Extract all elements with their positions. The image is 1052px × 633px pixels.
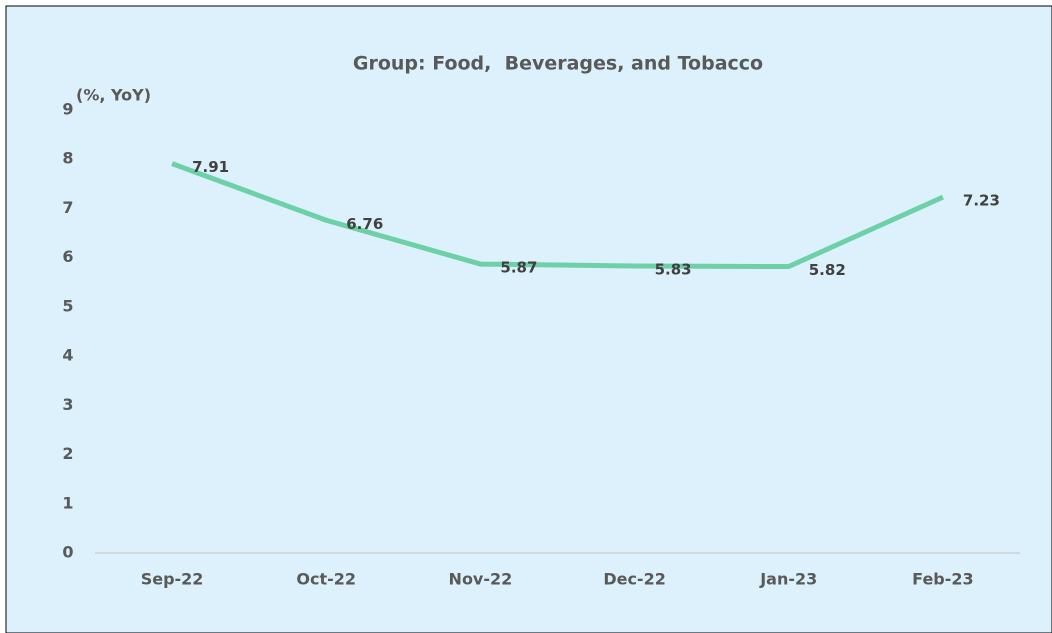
data-label: 5.82: [809, 261, 846, 279]
y-tick-label: 6: [62, 247, 73, 266]
data-label: 7.91: [192, 158, 229, 176]
y-tick-label: 2: [62, 444, 73, 463]
y-tick-label: 7: [62, 198, 73, 217]
y-tick-label: 0: [62, 543, 73, 562]
x-tick-label: Sep-22: [141, 570, 204, 589]
x-tick-label: Feb-23: [912, 570, 974, 589]
y-tick-label: 1: [62, 493, 73, 512]
x-tick-label: Nov-22: [449, 570, 513, 589]
data-line: [171, 161, 944, 270]
data-label: 7.23: [963, 192, 1000, 210]
x-tick-label: Jan-23: [759, 570, 817, 589]
y-tick-label: 4: [62, 346, 73, 365]
y-tick-label: 5: [62, 296, 73, 315]
y-axis-label: (%, YoY): [76, 86, 151, 105]
data-label: 5.87: [500, 259, 537, 277]
chart-title: Group: Food, Beverages, and Tobacco: [353, 53, 763, 75]
y-tick-label: 3: [62, 395, 73, 414]
data-label: 6.76: [346, 215, 383, 233]
y-tick-label: 9: [62, 100, 73, 119]
x-tick-label: Oct-22: [296, 570, 356, 589]
y-tick-label: 8: [62, 149, 73, 168]
x-tick-label: Dec-22: [603, 570, 666, 589]
data-label: 5.83: [655, 261, 692, 279]
chart-background: [5, 5, 1052, 633]
